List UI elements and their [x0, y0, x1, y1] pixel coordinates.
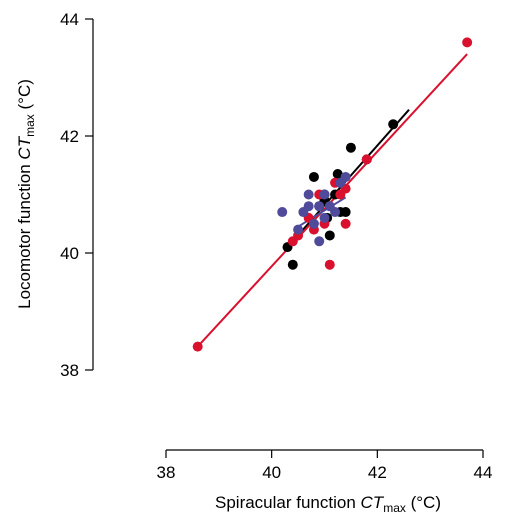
x-axis-label: Spiracular function CTmax (°C)	[215, 493, 441, 515]
fit-line-2	[196, 53, 468, 348]
data-point-series-2	[462, 37, 473, 48]
x-axis-label-sub: max	[383, 501, 406, 515]
x-axis-label-unit: (°C)	[406, 493, 441, 512]
x-tick-label: 40	[262, 463, 281, 482]
y-axis-ticks: 38 40 42 44	[60, 10, 93, 380]
data-point-series-3	[319, 189, 330, 200]
data-point-series-3	[314, 201, 325, 212]
x-axis-label-ct: CT	[361, 493, 385, 512]
x-tick-label: 42	[368, 463, 387, 482]
data-point-series-3	[319, 212, 330, 223]
data-point-series-3	[277, 207, 288, 218]
y-axis-label-sub: max	[23, 114, 37, 137]
x-tick-label: 38	[157, 463, 176, 482]
x-axis-label-main: Spiracular function	[215, 493, 361, 512]
data-point-series-1	[340, 207, 351, 218]
regression-lines	[196, 53, 468, 348]
x-tick-label: 44	[474, 463, 493, 482]
y-axis-label-ct: CT	[15, 135, 34, 159]
y-tick-label: 44	[60, 10, 79, 29]
data-point-series-1	[388, 119, 399, 130]
data-point-series-3	[340, 171, 351, 182]
data-point-series-2	[361, 154, 372, 165]
data-point-series-1	[332, 169, 343, 180]
axes: 38 40 42 44 38 40 42 44	[60, 10, 492, 482]
data-point-series-1	[287, 259, 298, 270]
y-axis-label-main: Locomotor function	[15, 160, 34, 309]
data-point-series-2	[340, 218, 351, 229]
data-point-series-1	[308, 171, 319, 182]
data-point-series-2	[324, 259, 335, 270]
data-point-series-3	[330, 207, 341, 218]
data-points	[192, 37, 473, 352]
x-axis-ticks: 38 40 42 44	[157, 450, 493, 482]
data-point-series-2	[192, 341, 203, 352]
data-point-series-3	[303, 201, 314, 212]
y-tick-label: 42	[60, 127, 79, 146]
data-point-series-3	[308, 218, 319, 229]
y-tick-label: 40	[60, 244, 79, 263]
data-point-series-3	[293, 224, 304, 235]
data-point-series-3	[303, 189, 314, 200]
y-axis-label-unit: (°C)	[15, 79, 34, 114]
y-tick-label: 38	[60, 361, 79, 380]
data-point-series-3	[314, 236, 325, 247]
y-axis-label: Locomotor function CTmax (°C)	[15, 79, 37, 309]
data-point-series-1	[324, 230, 335, 241]
data-point-series-1	[345, 142, 356, 153]
